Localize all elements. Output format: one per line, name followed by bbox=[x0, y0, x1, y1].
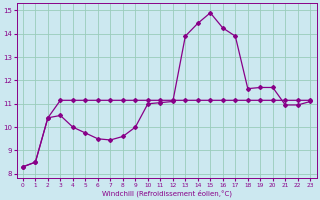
X-axis label: Windchill (Refroidissement éolien,°C): Windchill (Refroidissement éolien,°C) bbox=[101, 189, 232, 197]
